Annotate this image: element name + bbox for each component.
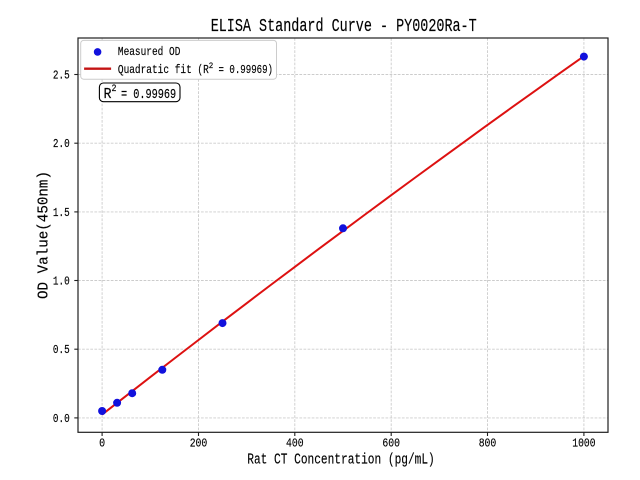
svg-text:600: 600 [382, 436, 400, 450]
svg-text:2: 2 [209, 61, 214, 71]
svg-text:ELISA Standard Curve - PY0020R: ELISA Standard Curve - PY0020Ra-T [211, 16, 477, 37]
svg-text:1.0: 1.0 [53, 274, 70, 288]
svg-text:0: 0 [99, 436, 105, 450]
svg-text:2.5: 2.5 [53, 68, 70, 82]
svg-text:= 0.99969): = 0.99969) [219, 63, 274, 77]
svg-text:R: R [104, 86, 112, 103]
svg-text:400: 400 [286, 436, 304, 450]
svg-text:Quadratic fit (R: Quadratic fit (R [118, 63, 209, 77]
svg-text:0.0: 0.0 [53, 412, 70, 426]
svg-text:2.0: 2.0 [53, 137, 70, 151]
svg-text:0.5: 0.5 [53, 343, 70, 357]
svg-text:1000: 1000 [572, 436, 595, 450]
svg-text:Measured OD: Measured OD [118, 45, 180, 59]
svg-text:800: 800 [479, 436, 497, 450]
svg-text:OD Value(450nm): OD Value(450nm) [36, 171, 52, 299]
svg-text:= 0.99969: = 0.99969 [121, 88, 176, 103]
svg-text:200: 200 [190, 436, 208, 450]
svg-text:1.5: 1.5 [53, 206, 70, 220]
svg-text:Rat CT Concentration (pg/mL): Rat CT Concentration (pg/mL) [247, 451, 435, 469]
svg-text:2: 2 [112, 84, 117, 95]
